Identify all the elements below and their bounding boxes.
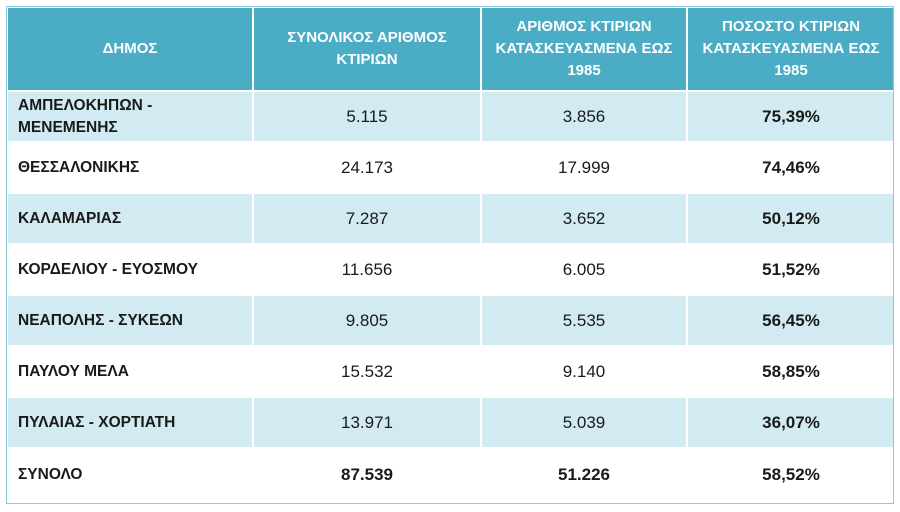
total-row: ΣΥΝΟΛΟ 87.539 51.226 58,52% (6, 447, 896, 502)
total-label-cell: ΣΥΝΟΛΟ (6, 447, 254, 502)
table-row: ΑΜΠΕΛΟΚΗΠΩΝ - ΜΕΝΕΜΕΝΗΣ 5.115 3.856 75,3… (6, 90, 896, 143)
municipality-cell: ΚΟΡΔΕΛΙΟΥ - ΕΥΟΣΜΟΥ (6, 243, 254, 296)
pre-1985-cell: 6.005 (480, 243, 688, 296)
municipality-cell: ΝΕΑΠΟΛΗΣ - ΣΥΚΕΩΝ (6, 294, 254, 347)
total-buildings-cell: 11.656 (252, 243, 482, 296)
header-percent-pre-1985: ΠΟΣΟΣΤΟ ΚΤΙΡΙΩΝ ΚΑΤΑΣΚΕΥΑΣΜΕΝΑ ΕΩΣ 1985 (686, 6, 896, 92)
header-municipality: ΔΗΜΟΣ (6, 6, 254, 92)
percent-cell: 74,46% (686, 141, 896, 194)
total-buildings-sum-cell: 87.539 (252, 447, 482, 502)
percent-total-cell: 58,52% (686, 447, 896, 502)
total-buildings-cell: 24.173 (252, 141, 482, 194)
percent-cell: 50,12% (686, 192, 896, 245)
table-row: ΠΥΛΑΙΑΣ - ΧΟΡΤΙΑΤΗ 13.971 5.039 36,07% (6, 396, 896, 449)
total-buildings-cell: 7.287 (252, 192, 482, 245)
percent-cell: 36,07% (686, 396, 896, 449)
total-buildings-cell: 9.805 (252, 294, 482, 347)
pre-1985-cell: 3.856 (480, 90, 688, 143)
pre-1985-sum-cell: 51.226 (480, 447, 688, 502)
pre-1985-cell: 9.140 (480, 345, 688, 398)
percent-cell: 51,52% (686, 243, 896, 296)
percent-cell: 56,45% (686, 294, 896, 347)
table-row: ΚΑΛΑΜΑΡΙΑΣ 7.287 3.652 50,12% (6, 192, 896, 245)
header-total-buildings: ΣΥΝΟΛΙΚΟΣ ΑΡΙΘΜΟΣ ΚΤΙΡΙΩΝ (252, 6, 482, 92)
header-buildings-pre-1985: ΑΡΙΘΜΟΣ ΚΤΙΡΙΩΝ ΚΑΤΑΣΚΕΥΑΣΜΕΝΑ ΕΩΣ 1985 (480, 6, 688, 92)
pre-1985-cell: 5.039 (480, 396, 688, 449)
pre-1985-cell: 17.999 (480, 141, 688, 194)
pre-1985-cell: 5.535 (480, 294, 688, 347)
header-row: ΔΗΜΟΣ ΣΥΝΟΛΙΚΟΣ ΑΡΙΘΜΟΣ ΚΤΙΡΙΩΝ ΑΡΙΘΜΟΣ … (6, 6, 896, 92)
table-row: ΝΕΑΠΟΛΗΣ - ΣΥΚΕΩΝ 9.805 5.535 56,45% (6, 294, 896, 347)
municipality-cell: ΘΕΣΣΑΛΟΝΙΚΗΣ (6, 141, 254, 194)
table-row: ΚΟΡΔΕΛΙΟΥ - ΕΥΟΣΜΟΥ 11.656 6.005 51,52% (6, 243, 896, 296)
percent-cell: 58,85% (686, 345, 896, 398)
table-row: ΘΕΣΣΑΛΟΝΙΚΗΣ 24.173 17.999 74,46% (6, 141, 896, 194)
total-buildings-cell: 15.532 (252, 345, 482, 398)
total-buildings-cell: 13.971 (252, 396, 482, 449)
municipality-cell: ΚΑΛΑΜΑΡΙΑΣ (6, 192, 254, 245)
table-row: ΠΑΥΛΟΥ ΜΕΛΑ 15.532 9.140 58,85% (6, 345, 896, 398)
municipality-cell: ΑΜΠΕΛΟΚΗΠΩΝ - ΜΕΝΕΜΕΝΗΣ (6, 90, 254, 143)
pre-1985-cell: 3.652 (480, 192, 688, 245)
percent-cell: 75,39% (686, 90, 896, 143)
municipality-cell: ΠΥΛΑΙΑΣ - ΧΟΡΤΙΑΤΗ (6, 396, 254, 449)
total-buildings-cell: 5.115 (252, 90, 482, 143)
buildings-table: ΔΗΜΟΣ ΣΥΝΟΛΙΚΟΣ ΑΡΙΘΜΟΣ ΚΤΙΡΙΩΝ ΑΡΙΘΜΟΣ … (6, 6, 896, 502)
municipality-cell: ΠΑΥΛΟΥ ΜΕΛΑ (6, 345, 254, 398)
